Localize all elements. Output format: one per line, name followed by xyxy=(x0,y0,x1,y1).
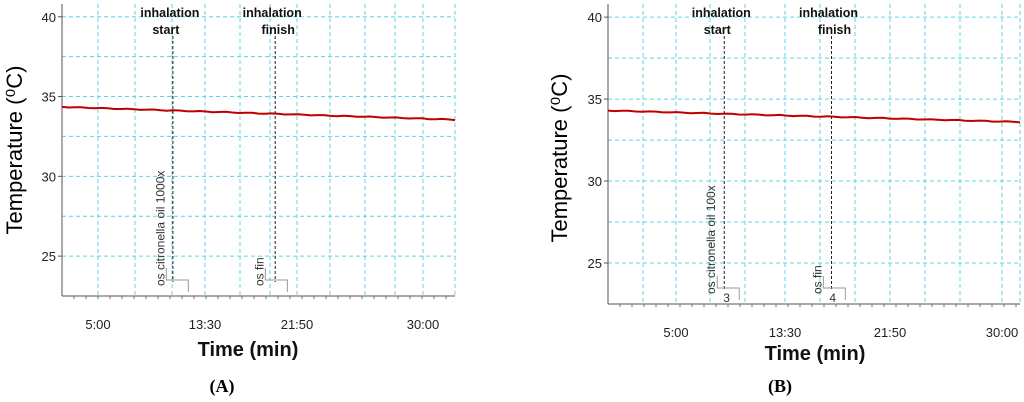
panel-label: (A) xyxy=(210,376,235,397)
marker-bracket xyxy=(264,268,288,292)
event-label: finish xyxy=(818,23,851,37)
marker-bracket xyxy=(165,268,189,292)
y-tick-label: 35 xyxy=(588,92,602,107)
x-tick-label: 30:00 xyxy=(986,325,1019,340)
y-axis-label: Temperature (⁰C) xyxy=(547,74,572,243)
temperature-series-line xyxy=(607,109,1021,124)
y-tick-label: 30 xyxy=(588,174,602,189)
x-axis-label: Time (min) xyxy=(765,343,866,365)
marker-label: os fin xyxy=(810,265,824,294)
x-tick-label: 21:50 xyxy=(281,317,314,332)
panel-label: (B) xyxy=(768,376,792,397)
chart-panel-b: 25 30 35 40 5:00 13:30 21:50 30:00 Temperature (… xyxy=(547,4,1021,397)
x-axis-label: Time (min) xyxy=(198,339,299,361)
x-tick-label: 5:00 xyxy=(663,325,688,340)
y-tick-label: 25 xyxy=(588,256,602,271)
y-tick-label: 30 xyxy=(42,169,56,184)
event-label: inhalation xyxy=(243,6,302,20)
event-label: start xyxy=(152,23,180,37)
temperature-series-line xyxy=(61,105,456,122)
x-tick-label: 30:00 xyxy=(407,317,440,332)
y-tick-label: 40 xyxy=(588,10,602,25)
x-tick-label: 21:50 xyxy=(874,325,907,340)
x-tick-label: 13:30 xyxy=(189,317,222,332)
event-label: inhalation xyxy=(140,6,199,20)
marker-bracket xyxy=(822,276,846,300)
event-label: finish xyxy=(262,23,295,37)
event-label: inhalation xyxy=(799,6,858,20)
event-label: start xyxy=(704,23,732,37)
chart-panel-a: 25 30 35 40 5:00 13:30 21:50 30:00 Temperature (… xyxy=(2,4,456,397)
event-label: inhalation xyxy=(692,6,751,20)
marker-number: 4 xyxy=(829,291,836,305)
y-tick-label: 35 xyxy=(42,90,56,105)
marker-label: os citronella oil 100x xyxy=(704,185,718,294)
y-tick-label: 25 xyxy=(42,249,56,264)
x-tick-label: 13:30 xyxy=(769,325,802,340)
y-tick-label: 40 xyxy=(42,10,56,25)
marker-label: os fin xyxy=(252,257,266,286)
marker-label: os citronella oil 1000x xyxy=(153,171,167,286)
marker-number: 3 xyxy=(723,291,730,305)
x-tick-label: 5:00 xyxy=(85,317,110,332)
marker-bracket xyxy=(716,276,740,300)
y-axis-label: Temperature (⁰C) xyxy=(2,66,27,235)
